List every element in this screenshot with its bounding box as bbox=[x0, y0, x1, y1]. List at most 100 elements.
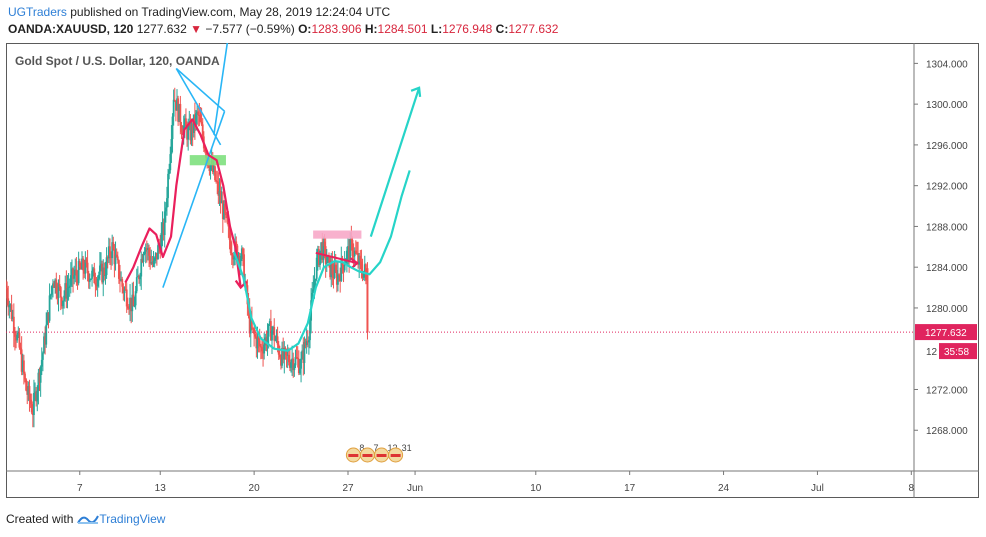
candle-body bbox=[197, 111, 200, 115]
candle-body bbox=[212, 166, 215, 173]
candle-body bbox=[81, 258, 83, 270]
candle-body bbox=[9, 304, 12, 306]
candle-body bbox=[155, 252, 158, 260]
candle-body bbox=[240, 248, 243, 259]
candle-body bbox=[237, 255, 240, 261]
x-tick-label: Jul bbox=[811, 483, 824, 494]
candle-body bbox=[170, 139, 173, 155]
candle-body bbox=[199, 115, 202, 122]
candle-body bbox=[25, 379, 28, 391]
candle-body bbox=[271, 330, 273, 341]
blue-triangle-up-line bbox=[162, 111, 226, 288]
x-tick-label: Jun bbox=[407, 483, 423, 494]
cyan-projection-curve bbox=[232, 170, 411, 352]
candle-body bbox=[27, 386, 30, 395]
open-value: 1283.906 bbox=[311, 22, 362, 36]
candle-body bbox=[333, 264, 336, 278]
candle-body bbox=[149, 255, 152, 264]
created-with-label: Created with bbox=[6, 512, 74, 526]
x-tick-label: 8 bbox=[909, 483, 915, 494]
candle-body bbox=[282, 347, 285, 360]
candle-body bbox=[186, 126, 188, 140]
candle-body bbox=[150, 262, 153, 264]
candle-body bbox=[18, 332, 21, 348]
pink-resistance-box bbox=[313, 230, 362, 239]
y-tick-label: 1304.000 bbox=[926, 59, 968, 70]
candle-body bbox=[105, 257, 108, 275]
candle-body bbox=[138, 276, 140, 280]
candle-body bbox=[230, 252, 233, 256]
chart-title: Gold Spot / U.S. Dollar, 120, OANDA bbox=[15, 54, 220, 68]
candle-body bbox=[231, 255, 234, 260]
author-link[interactable]: UGTraders bbox=[8, 5, 67, 19]
candle-body bbox=[132, 294, 135, 307]
candle-body bbox=[126, 306, 129, 309]
open-key: O: bbox=[298, 22, 312, 36]
candle-body bbox=[318, 249, 320, 265]
candle-body bbox=[154, 252, 157, 258]
tradingview-link[interactable]: TradingView bbox=[77, 512, 165, 526]
event-flag-stripe bbox=[376, 454, 387, 457]
candle-body bbox=[136, 276, 139, 278]
candle-body bbox=[297, 358, 300, 374]
candle-body bbox=[349, 238, 352, 261]
candle-body bbox=[266, 336, 269, 346]
candle-body bbox=[55, 279, 58, 294]
candle-body bbox=[344, 260, 347, 265]
candle-body bbox=[215, 180, 218, 182]
candle-body bbox=[140, 258, 143, 277]
candle-body bbox=[359, 255, 362, 262]
y-tick-label: 1268.000 bbox=[926, 426, 968, 437]
candle-body bbox=[153, 257, 156, 261]
candle-body bbox=[223, 203, 225, 219]
candle-body bbox=[358, 255, 361, 265]
candle-body bbox=[306, 340, 309, 343]
candle-body bbox=[220, 200, 223, 204]
candle-body bbox=[120, 279, 123, 281]
candle-body bbox=[254, 334, 257, 337]
candle-body bbox=[267, 324, 270, 337]
candle-body bbox=[35, 391, 38, 402]
candle-body bbox=[315, 257, 318, 279]
candle-body bbox=[75, 269, 78, 276]
candle-body bbox=[201, 124, 204, 137]
candle-body bbox=[66, 288, 69, 299]
candle-body bbox=[285, 349, 288, 356]
candle-body bbox=[221, 200, 224, 219]
event-flag-stripe bbox=[362, 454, 373, 457]
low-value: 1276.948 bbox=[442, 22, 493, 36]
candle-body bbox=[74, 269, 77, 276]
candle-body bbox=[6, 287, 9, 299]
candle-body bbox=[353, 250, 356, 257]
candle-body bbox=[162, 222, 165, 236]
event-count-label: 12 bbox=[388, 443, 398, 453]
candle-body bbox=[278, 354, 281, 358]
candle-body bbox=[301, 350, 304, 359]
candle-body bbox=[178, 104, 181, 122]
candle-body bbox=[131, 294, 134, 312]
candle-body bbox=[36, 390, 39, 402]
event-count-label: 7 bbox=[373, 443, 378, 453]
candle-body bbox=[351, 239, 354, 256]
candle-body bbox=[142, 253, 145, 262]
candle-body bbox=[189, 123, 192, 141]
candle-body bbox=[190, 123, 193, 141]
high-key: H: bbox=[364, 22, 378, 36]
candle-body bbox=[28, 386, 31, 400]
candle-body bbox=[133, 305, 136, 307]
candle-body bbox=[191, 123, 194, 133]
chart-frame bbox=[6, 43, 979, 498]
candle-body bbox=[46, 312, 49, 325]
x-tick-label: 10 bbox=[530, 483, 542, 494]
candle-body bbox=[93, 268, 96, 284]
price-chart[interactable]: Gold Spot / U.S. Dollar, 120, OANDA 1304.… bbox=[6, 43, 979, 498]
close-key: C: bbox=[495, 22, 509, 36]
candle-body bbox=[275, 336, 278, 340]
candle-body bbox=[39, 366, 42, 383]
candle-body bbox=[14, 333, 16, 337]
candle-body bbox=[218, 191, 221, 196]
candle-body bbox=[15, 336, 17, 341]
candle-body bbox=[262, 351, 264, 354]
candle-body bbox=[295, 356, 298, 358]
pink-arrowhead-icon bbox=[349, 257, 360, 269]
